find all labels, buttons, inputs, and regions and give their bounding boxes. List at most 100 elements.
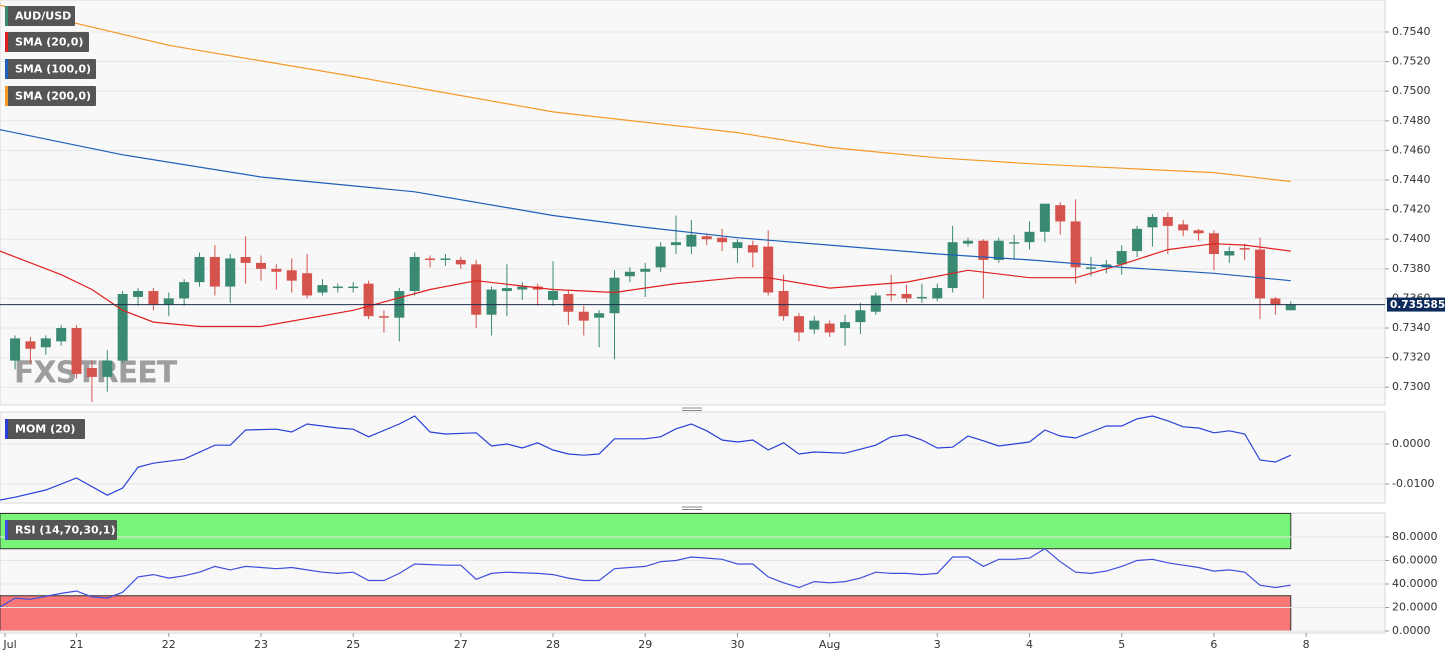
candle-body bbox=[594, 313, 605, 318]
legend-swatch bbox=[5, 86, 8, 106]
candle-body bbox=[824, 323, 835, 333]
candle-body bbox=[778, 291, 789, 317]
y-tick-label: 0.7420 bbox=[1392, 203, 1431, 216]
y-tick-label: 40.0000 bbox=[1392, 577, 1438, 590]
y-tick-label: 0.7300 bbox=[1392, 380, 1431, 393]
candle-body bbox=[56, 328, 67, 342]
y-tick-label: 0.7480 bbox=[1392, 114, 1431, 127]
legend-label: SMA (100,0) bbox=[15, 63, 91, 76]
candle-body bbox=[1224, 251, 1235, 256]
candle-body bbox=[886, 293, 897, 296]
legend-box bbox=[5, 32, 89, 52]
y-tick-label: 0.7440 bbox=[1392, 173, 1431, 186]
legend-box bbox=[5, 86, 96, 106]
candle-body bbox=[1178, 224, 1189, 231]
y-tick-label: 0.7380 bbox=[1392, 262, 1431, 275]
y-tick-label: 0.7340 bbox=[1392, 321, 1431, 334]
x-tick-label: 23 bbox=[254, 638, 268, 651]
x-tick-label: Jul bbox=[2, 638, 16, 651]
x-tick-label: 21 bbox=[70, 638, 84, 651]
candle-body bbox=[840, 322, 851, 329]
candle-body bbox=[609, 277, 620, 314]
candle-body bbox=[747, 245, 758, 253]
candle-body bbox=[1147, 217, 1158, 228]
line-series bbox=[0, 415, 1292, 501]
candle-body bbox=[1085, 267, 1096, 269]
candle-body bbox=[1039, 203, 1050, 232]
candle-body bbox=[963, 240, 974, 244]
candle-body bbox=[486, 289, 497, 315]
line-series bbox=[0, 4, 1291, 183]
candle-body bbox=[194, 256, 205, 283]
legend-box bbox=[5, 419, 85, 439]
line-series bbox=[0, 243, 1291, 328]
candle-body bbox=[793, 316, 804, 333]
x-tick-label: 3 bbox=[934, 638, 941, 651]
candle-body bbox=[701, 236, 712, 240]
legend-swatch bbox=[5, 419, 8, 439]
y-tick-label: 0.0000 bbox=[1392, 437, 1431, 450]
y-tick-label: 0.0000 bbox=[1392, 624, 1431, 637]
y-tick-label: 0.7400 bbox=[1392, 232, 1431, 245]
x-tick-label: Aug bbox=[819, 638, 840, 651]
y-tick-label: 0.7320 bbox=[1392, 351, 1431, 364]
momentum-panel bbox=[0, 411, 1386, 504]
candle-body bbox=[455, 259, 466, 265]
y-tick-label: 60.0000 bbox=[1392, 553, 1438, 566]
legend-box bbox=[5, 520, 117, 540]
y-tick-label: 0.7520 bbox=[1392, 55, 1431, 68]
candle-body bbox=[1162, 217, 1173, 226]
y-tick-label: 0.7540 bbox=[1392, 25, 1431, 38]
candle-body bbox=[179, 282, 190, 299]
panel-handle[interactable] bbox=[682, 506, 702, 510]
legend-box bbox=[5, 59, 96, 79]
candle-body bbox=[148, 291, 159, 305]
candle-body bbox=[1055, 205, 1066, 222]
candle-body bbox=[378, 316, 389, 318]
candle-body bbox=[670, 242, 681, 246]
y-tick-label: -0.0100 bbox=[1392, 477, 1434, 490]
candle-body bbox=[10, 338, 21, 361]
candle-body bbox=[640, 268, 651, 272]
line-series bbox=[0, 129, 1291, 282]
rsi-band bbox=[0, 512, 1292, 550]
candle-body bbox=[686, 234, 697, 247]
candle-body bbox=[1132, 228, 1143, 252]
x-tick-label: 30 bbox=[730, 638, 744, 651]
y-tick-label: 0.7500 bbox=[1392, 84, 1431, 97]
legend-swatch bbox=[5, 32, 8, 52]
candle-body bbox=[870, 295, 881, 312]
legend-label: SMA (200,0) bbox=[15, 90, 91, 103]
x-tick-label: 29 bbox=[638, 638, 652, 651]
candle-body bbox=[578, 311, 589, 321]
candle-body bbox=[209, 256, 220, 287]
candle-body bbox=[117, 293, 128, 361]
candle-body bbox=[732, 242, 743, 249]
legend-label: AUD/USD bbox=[15, 10, 71, 23]
candle-body bbox=[317, 285, 328, 293]
candle-body bbox=[1193, 230, 1204, 234]
x-tick-label: 5 bbox=[1118, 638, 1125, 651]
candle-body bbox=[947, 242, 958, 289]
legend-swatch bbox=[5, 520, 8, 540]
candle-body bbox=[71, 328, 82, 374]
panel-handle[interactable] bbox=[682, 407, 702, 411]
last-price-label: 0.735585 bbox=[1390, 299, 1445, 311]
candle-body bbox=[348, 286, 359, 289]
candle-body bbox=[624, 271, 635, 277]
legend-label: RSI (14,70,30,1) bbox=[15, 524, 115, 537]
candle-body bbox=[1255, 249, 1266, 299]
candle-body bbox=[548, 291, 559, 300]
candle-body bbox=[1070, 221, 1081, 268]
legend-box bbox=[5, 6, 75, 26]
candle-body bbox=[425, 258, 436, 260]
x-tick-label: 6 bbox=[1210, 638, 1217, 651]
y-tick-label: 80.0000 bbox=[1392, 530, 1438, 543]
x-tick-label: 8 bbox=[1303, 638, 1310, 651]
candle-body bbox=[501, 288, 512, 292]
x-tick-label: 28 bbox=[546, 638, 560, 651]
y-tick-label: 20.0000 bbox=[1392, 600, 1438, 613]
candle-body bbox=[563, 293, 574, 312]
